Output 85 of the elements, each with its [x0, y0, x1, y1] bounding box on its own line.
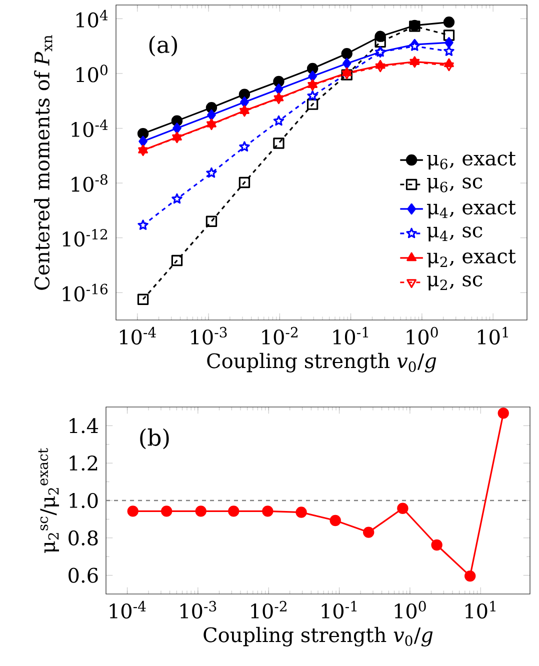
point [308, 82, 318, 91]
x-tick-label: 10$^{-2}$ [262, 326, 298, 345]
point [137, 128, 149, 140]
point [172, 122, 182, 134]
point [498, 408, 509, 419]
x-tick-label: 10$^{0}$ [406, 326, 438, 345]
y-tick-label: 0.8 [68, 530, 98, 546]
point [160, 506, 172, 517]
point [397, 502, 408, 514]
point [228, 506, 240, 517]
point [374, 36, 386, 48]
x-axis-title: Coupling strength v$_{0}$/g [207, 352, 436, 372]
point [138, 220, 148, 230]
point [375, 63, 386, 72]
point [127, 506, 138, 517]
point [444, 36, 454, 48]
y-tick-label: 10$^{-8}$ [72, 174, 108, 192]
x-axis-title: Coupling strength v$_{0}$/g [204, 626, 433, 646]
point [330, 514, 341, 526]
point [238, 88, 250, 100]
legend-label: μ$_{6}$, exact [427, 152, 516, 170]
point [308, 70, 317, 82]
legend-label: μ$_{4}$, sc [427, 226, 482, 242]
point [444, 62, 454, 72]
y-tick-label: 0.6 [68, 568, 98, 583]
point [464, 570, 476, 582]
point [306, 62, 318, 74]
x-tick-label: 10$^{1}$ [478, 326, 508, 345]
annotation: (b) [140, 428, 169, 450]
y-tick-label: 10$^{-12}$ [62, 229, 108, 247]
y-tick-label: 1.2 [70, 456, 98, 471]
legend-label: μ$_{2}$, sc [427, 276, 482, 290]
point [138, 147, 148, 156]
point [206, 216, 218, 227]
y-axis-title: μ$_{2}$$^{sc}$/μ$_{2}$exact [38, 448, 59, 553]
point [239, 141, 250, 152]
x-tick-label: 10$^{0}$ [394, 600, 426, 619]
point [238, 176, 250, 188]
x-tick-label: 10$^{-1}$ [333, 326, 368, 345]
x-tick-label: 10$^{-3}$ [180, 600, 216, 619]
x-tick-label: 10$^{1}$ [466, 600, 496, 619]
point [171, 115, 183, 126]
point [296, 506, 307, 518]
x-tick-label: 10$^{-2}$ [251, 600, 286, 619]
point [410, 58, 420, 68]
point [362, 526, 374, 538]
point [274, 95, 284, 104]
point [172, 134, 182, 144]
y-tick-label: 10$^{-4}$ [72, 119, 108, 138]
point [195, 506, 206, 517]
y-tick-label: 1.0 [70, 492, 98, 508]
y-axis-title: Centered moments of P$_{xn}$ [34, 35, 52, 290]
point [207, 109, 216, 121]
point [172, 193, 182, 204]
y-tick-label: 10$^{0}$ [76, 64, 108, 82]
point [274, 84, 284, 95]
legend-label: μ$_{6}$, sc [427, 178, 482, 192]
point [240, 96, 249, 108]
point [342, 58, 352, 70]
x-tick-label: 10$^{-1}$ [322, 600, 356, 619]
y-tick-label: 10$^{-16}$ [62, 284, 108, 302]
legend-label: μ$_{4}$, exact [427, 200, 516, 218]
x-tick-label: 10$^{-3}$ [191, 326, 227, 345]
point [307, 90, 318, 101]
point [443, 30, 455, 41]
point [206, 121, 216, 130]
x-tick-label: 10$^{-4}$ [120, 326, 156, 345]
point [444, 46, 454, 56]
point [341, 48, 352, 60]
point [206, 167, 217, 178]
y-tick-label: 10$^{4}$ [76, 10, 108, 28]
point [443, 16, 455, 28]
point [171, 254, 183, 266]
annotation: (a) [149, 36, 177, 56]
point [431, 539, 442, 551]
point [138, 136, 148, 147]
y-tick-label: 1.4 [70, 418, 98, 434]
point [273, 138, 284, 149]
point [273, 115, 284, 126]
point [262, 506, 274, 517]
point [240, 108, 250, 117]
x-tick-label: 10$^{-4}$ [110, 600, 146, 619]
legend-label: μ$_{2}$, exact [427, 250, 516, 268]
point [137, 294, 149, 305]
point [306, 98, 318, 110]
